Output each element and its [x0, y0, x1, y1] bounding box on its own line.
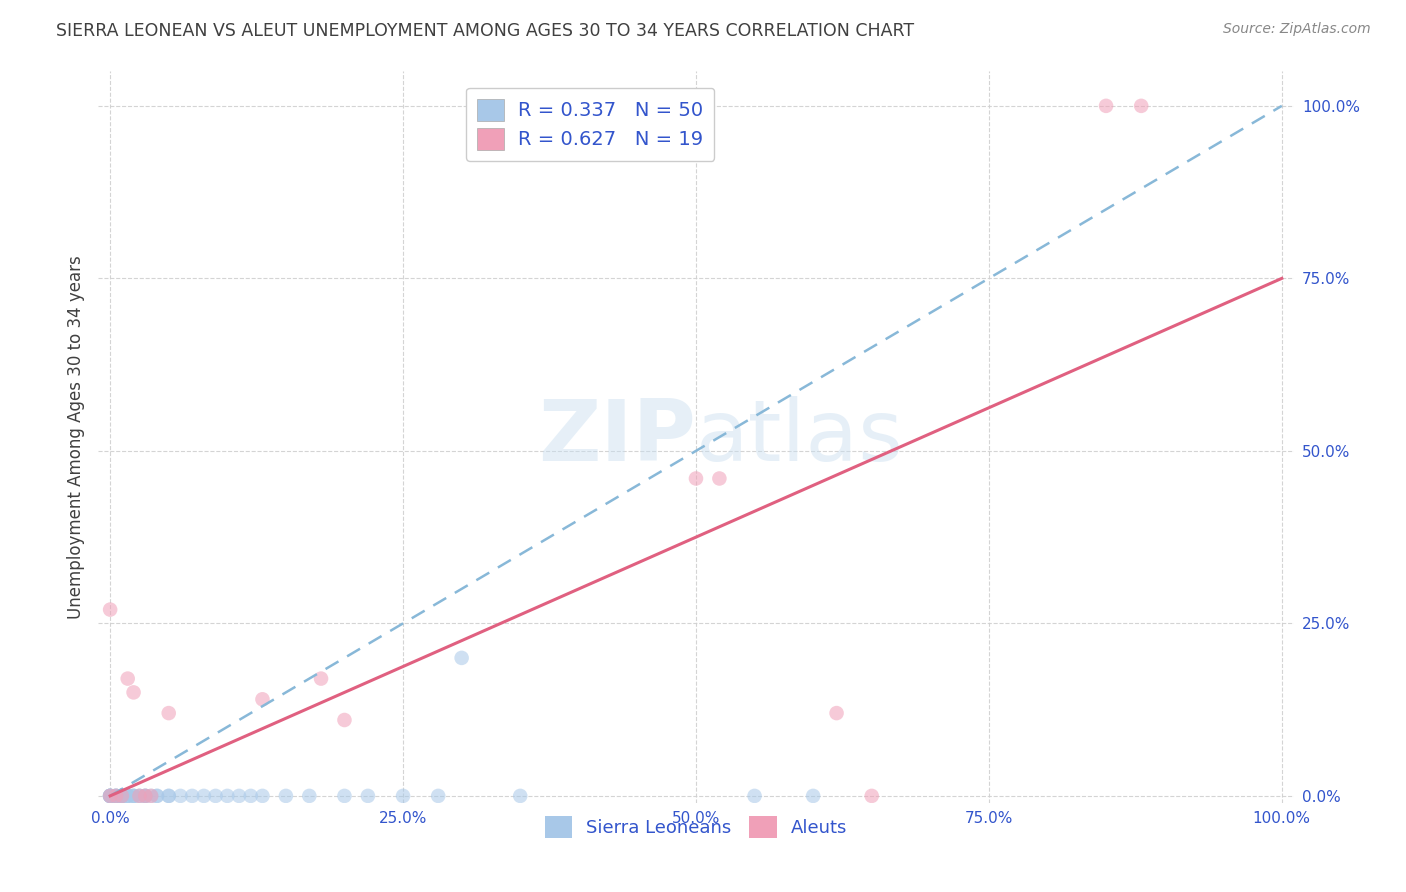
Point: [228, 789, 250, 803]
Point: [122, 789, 145, 803]
Point: [193, 789, 215, 803]
Point: [357, 789, 380, 803]
Point: [1130, 99, 1153, 113]
Point: [117, 789, 139, 803]
Point: [134, 789, 156, 803]
Point: [427, 789, 450, 803]
Point: [98, 789, 121, 803]
Point: [98, 789, 121, 803]
Point: [333, 789, 356, 803]
Point: [217, 789, 239, 803]
Point: [169, 789, 191, 803]
Point: [252, 789, 274, 803]
Point: [111, 789, 134, 803]
Point: [157, 706, 180, 720]
Text: atlas: atlas: [696, 395, 904, 479]
Point: [801, 789, 824, 803]
Point: [744, 789, 766, 803]
Point: [860, 789, 883, 803]
Text: Source: ZipAtlas.com: Source: ZipAtlas.com: [1223, 22, 1371, 37]
Point: [128, 789, 150, 803]
Point: [111, 789, 134, 803]
Point: [157, 789, 180, 803]
Point: [105, 789, 128, 803]
Point: [333, 713, 356, 727]
Point: [111, 789, 134, 803]
Text: SIERRA LEONEAN VS ALEUT UNEMPLOYMENT AMONG AGES 30 TO 34 YEARS CORRELATION CHART: SIERRA LEONEAN VS ALEUT UNEMPLOYMENT AMO…: [56, 22, 914, 40]
Point: [105, 789, 128, 803]
Point: [825, 706, 848, 720]
Point: [450, 651, 472, 665]
Point: [157, 789, 180, 803]
Point: [105, 789, 128, 803]
Point: [146, 789, 169, 803]
Point: [98, 789, 121, 803]
Point: [685, 471, 707, 485]
Point: [117, 789, 139, 803]
Point: [141, 789, 163, 803]
Point: [128, 789, 150, 803]
Point: [146, 789, 169, 803]
Point: [134, 789, 156, 803]
Point: [1095, 99, 1118, 113]
Point: [298, 789, 321, 803]
Point: [122, 789, 145, 803]
Point: [111, 789, 134, 803]
Point: [239, 789, 262, 803]
Point: [117, 672, 139, 686]
Point: [111, 789, 134, 803]
Point: [134, 789, 156, 803]
Point: [122, 789, 145, 803]
Point: [105, 789, 128, 803]
Point: [98, 789, 121, 803]
Point: [392, 789, 415, 803]
Point: [181, 789, 204, 803]
Point: [274, 789, 297, 803]
Point: [111, 789, 134, 803]
Y-axis label: Unemployment Among Ages 30 to 34 years: Unemployment Among Ages 30 to 34 years: [66, 255, 84, 619]
Point: [98, 602, 121, 616]
Point: [98, 789, 121, 803]
Point: [134, 789, 156, 803]
Point: [111, 789, 134, 803]
Point: [204, 789, 226, 803]
Point: [141, 789, 163, 803]
Point: [122, 685, 145, 699]
Point: [709, 471, 731, 485]
Point: [105, 789, 128, 803]
Point: [309, 672, 332, 686]
Point: [98, 789, 121, 803]
Point: [128, 789, 150, 803]
Text: ZIP: ZIP: [538, 395, 696, 479]
Point: [509, 789, 531, 803]
Point: [117, 789, 139, 803]
Legend: Sierra Leoneans, Aleuts: Sierra Leoneans, Aleuts: [537, 808, 855, 845]
Point: [252, 692, 274, 706]
Point: [98, 789, 121, 803]
